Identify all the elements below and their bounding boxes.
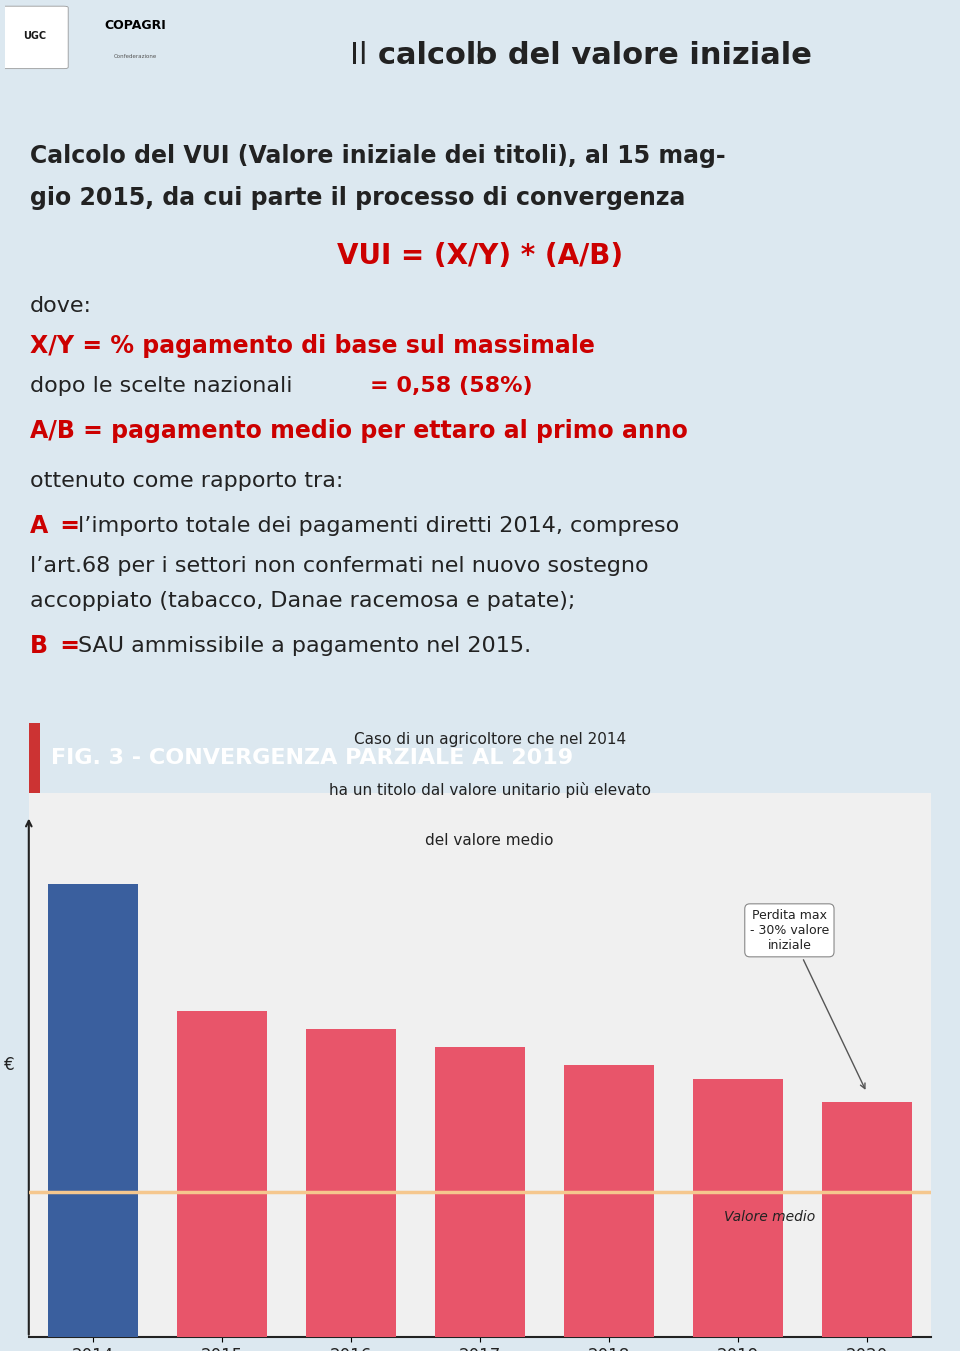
Text: dopo le scelte nazionali: dopo le scelte nazionali [30,376,300,396]
Text: Il: Il [350,42,377,70]
Text: Valore medio: Valore medio [724,1210,815,1224]
Bar [48,884,138,1337]
Text: B: B [30,634,48,658]
Text: ha un titolo dal valore unitario più elevato: ha un titolo dal valore unitario più ele… [328,782,651,798]
Bar [693,1079,783,1337]
Text: UGC: UGC [23,31,46,41]
Bar [435,1047,525,1337]
Text: gio 2015, da cui parte il processo di convergenza: gio 2015, da cui parte il processo di co… [30,186,685,209]
Bar [177,1011,267,1337]
FancyBboxPatch shape [1,7,68,69]
Bar [306,1029,396,1337]
Text: COPAGRI: COPAGRI [105,19,167,31]
Text: X/Y = % pagamento di base sul massimale: X/Y = % pagamento di base sul massimale [30,334,595,358]
Text: ha un titolo dal valore unitario più elevato: ha un titolo dal valore unitario più ele… [328,782,651,798]
Text: SAU ammissibile a pagamento nel 2015.: SAU ammissibile a pagamento nel 2015. [78,636,531,657]
Text: Perdita max
- 30% valore
iniziale: Perdita max - 30% valore iniziale [750,909,865,1089]
Text: accoppiato (tabacco, Danae racemosa e patate);: accoppiato (tabacco, Danae racemosa e pa… [30,590,575,611]
Text: €: € [4,1056,14,1074]
Text: FIG. 3 - CONVERGENZA PARZIALE AL 2019: FIG. 3 - CONVERGENZA PARZIALE AL 2019 [52,748,573,767]
Bar [822,1101,912,1337]
Text: l’importo totale dei pagamenti diretti 2014, compreso: l’importo totale dei pagamenti diretti 2… [78,516,680,536]
Text: VUI = (X/Y) * (A/B): VUI = (X/Y) * (A/B) [337,242,623,270]
Text: Caso di un agricoltore che nel 2014: Caso di un agricoltore che nel 2014 [353,732,626,747]
Text: Il: Il [467,42,493,70]
Text: = 0,58 (58%): = 0,58 (58%) [370,376,533,396]
Text: dove:: dove: [30,296,92,316]
Bar [564,1065,654,1337]
Text: Confederazione: Confederazione [114,54,157,59]
Text: ottenuto come rapporto tra:: ottenuto come rapporto tra: [30,471,344,490]
Text: A/B = pagamento medio per ettaro al primo anno: A/B = pagamento medio per ettaro al prim… [30,419,688,443]
Text: A: A [30,513,48,538]
Text: calcolo del valore iniziale: calcolo del valore iniziale [378,42,812,70]
Bar [29,723,39,793]
Text: del valore medio: del valore medio [425,834,554,848]
Text: l’art.68 per i settori non confermati nel nuovo sostegno: l’art.68 per i settori non confermati ne… [30,557,649,576]
Text: =: = [52,634,88,658]
Text: =: = [52,513,88,538]
Text: Calcolo del VUI (Valore iniziale dei titoli), al 15 mag-: Calcolo del VUI (Valore iniziale dei tit… [30,145,726,168]
